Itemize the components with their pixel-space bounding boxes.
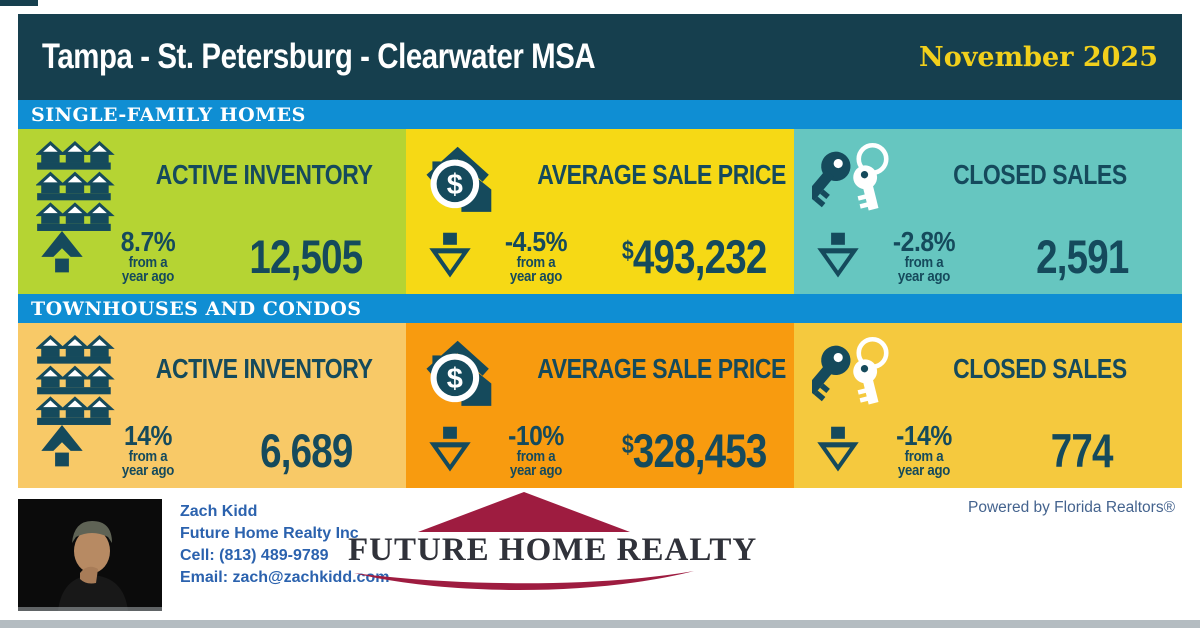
- change-percent: -10%: [508, 419, 564, 451]
- houses-icon: [36, 140, 118, 232]
- metric-label: ACTIVE INVENTORY: [155, 353, 373, 384]
- metric-label: ACTIVE INVENTORY: [155, 159, 373, 190]
- metric-label: CLOSED SALES: [953, 353, 1127, 384]
- section-label: TOWNHOUSES AND CONDOS: [31, 297, 362, 320]
- agent-contact-block: Zach Kidd Future Home Realty Inc Cell: (…: [180, 501, 389, 589]
- agent-cell: Cell: (813) 489-9789: [180, 547, 329, 564]
- change-block: -14% from a year ago: [873, 419, 975, 479]
- change-note-line1: from a: [904, 447, 944, 465]
- change-percent: -2.8%: [892, 225, 956, 257]
- logo-swoosh-icon: [354, 571, 694, 590]
- section-label: SINGLE-FAMILY HOMES: [31, 103, 306, 126]
- metric-value: 12,505: [249, 229, 364, 283]
- agent-company: Future Home Realty Inc: [180, 525, 359, 542]
- townhouses-condos-row: ACTIVE INVENTORY 14% from a year ago 6,6…: [18, 323, 1182, 488]
- trend-down-icon: [428, 425, 472, 475]
- trend-down-icon: [816, 425, 860, 475]
- metric-value: 2,591: [1035, 229, 1129, 283]
- header: Tampa - St. Petersburg - Clearwater MSA …: [18, 14, 1182, 100]
- card-sf-active-inventory: ACTIVE INVENTORY 8.7% from a year ago 12…: [18, 129, 406, 294]
- agent-name: Zach Kidd: [180, 503, 258, 520]
- change-note-line1: from a: [128, 447, 168, 465]
- bottom-strip: [0, 620, 1200, 628]
- report-date: November 2025: [919, 41, 1158, 73]
- logo-text: FUTURE HOME REALTY: [348, 532, 758, 568]
- trend-up-icon: [40, 425, 84, 475]
- change-percent: 8.7%: [120, 225, 176, 257]
- metric-value: $328,453: [621, 423, 767, 477]
- change-percent: -14%: [896, 419, 952, 451]
- window-edge-artifact: [0, 0, 38, 6]
- metric-value: 774: [1051, 423, 1114, 477]
- metric-value: $493,232: [621, 229, 767, 283]
- change-note-line2: year ago: [121, 268, 175, 285]
- brokerage-logo: FUTURE HOME REALTY: [348, 492, 758, 599]
- change-note-line2: year ago: [509, 462, 563, 479]
- keys-icon: [812, 334, 900, 416]
- metric-value: 6,689: [259, 423, 353, 477]
- change-block: 8.7% from a year ago: [97, 225, 199, 285]
- trend-down-icon: [428, 231, 472, 281]
- metric-label: AVERAGE SALE PRICE: [537, 353, 786, 384]
- trend-up-icon: [40, 231, 84, 281]
- logo-roof-icon: [418, 492, 630, 532]
- powered-by-label: Powered by Florida Realtors®: [968, 499, 1175, 516]
- card-sf-closed-sales: CLOSED SALES -2.8% from a year ago 2,591: [794, 129, 1182, 294]
- single-family-row: ACTIVE INVENTORY 8.7% from a year ago 12…: [18, 129, 1182, 294]
- keys-icon: [812, 140, 900, 222]
- agent-photo: [18, 499, 162, 611]
- change-note-line2: year ago: [509, 268, 563, 285]
- change-note-line2: year ago: [121, 462, 175, 479]
- page-title: Tampa - St. Petersburg - Clearwater MSA: [42, 37, 596, 76]
- metric-label: CLOSED SALES: [953, 159, 1127, 190]
- change-note-line1: from a: [128, 253, 168, 271]
- section-band-single-family: SINGLE-FAMILY HOMES: [18, 100, 1182, 129]
- card-tc-active-inventory: ACTIVE INVENTORY 14% from a year ago 6,6…: [18, 323, 406, 488]
- metric-label: AVERAGE SALE PRICE: [537, 159, 786, 190]
- card-tc-avg-sale-price: AVERAGE SALE PRICE -10% from a year ago …: [406, 323, 794, 488]
- house-dollar-icon: [424, 140, 510, 224]
- change-note-line2: year ago: [897, 462, 951, 479]
- card-sf-avg-sale-price: AVERAGE SALE PRICE -4.5% from a year ago…: [406, 129, 794, 294]
- change-block: -10% from a year ago: [485, 419, 587, 479]
- change-percent: -4.5%: [504, 225, 568, 257]
- agent-email: Email: zach@zachkidd.com: [180, 569, 390, 586]
- house-dollar-icon: [424, 334, 510, 418]
- trend-down-icon: [816, 231, 860, 281]
- footer: Zach Kidd Future Home Realty Inc Cell: (…: [0, 488, 1200, 620]
- change-block: 14% from a year ago: [97, 419, 199, 479]
- change-note-line2: year ago: [897, 268, 951, 285]
- change-note-line1: from a: [516, 253, 556, 271]
- change-block: -2.8% from a year ago: [873, 225, 975, 285]
- section-band-townhouses-condos: TOWNHOUSES AND CONDOS: [18, 294, 1182, 323]
- change-block: -4.5% from a year ago: [485, 225, 587, 285]
- change-percent: 14%: [123, 419, 172, 451]
- card-tc-closed-sales: CLOSED SALES -14% from a year ago 774: [794, 323, 1182, 488]
- change-note-line1: from a: [904, 253, 944, 271]
- houses-icon: [36, 334, 118, 426]
- change-note-line1: from a: [516, 447, 556, 465]
